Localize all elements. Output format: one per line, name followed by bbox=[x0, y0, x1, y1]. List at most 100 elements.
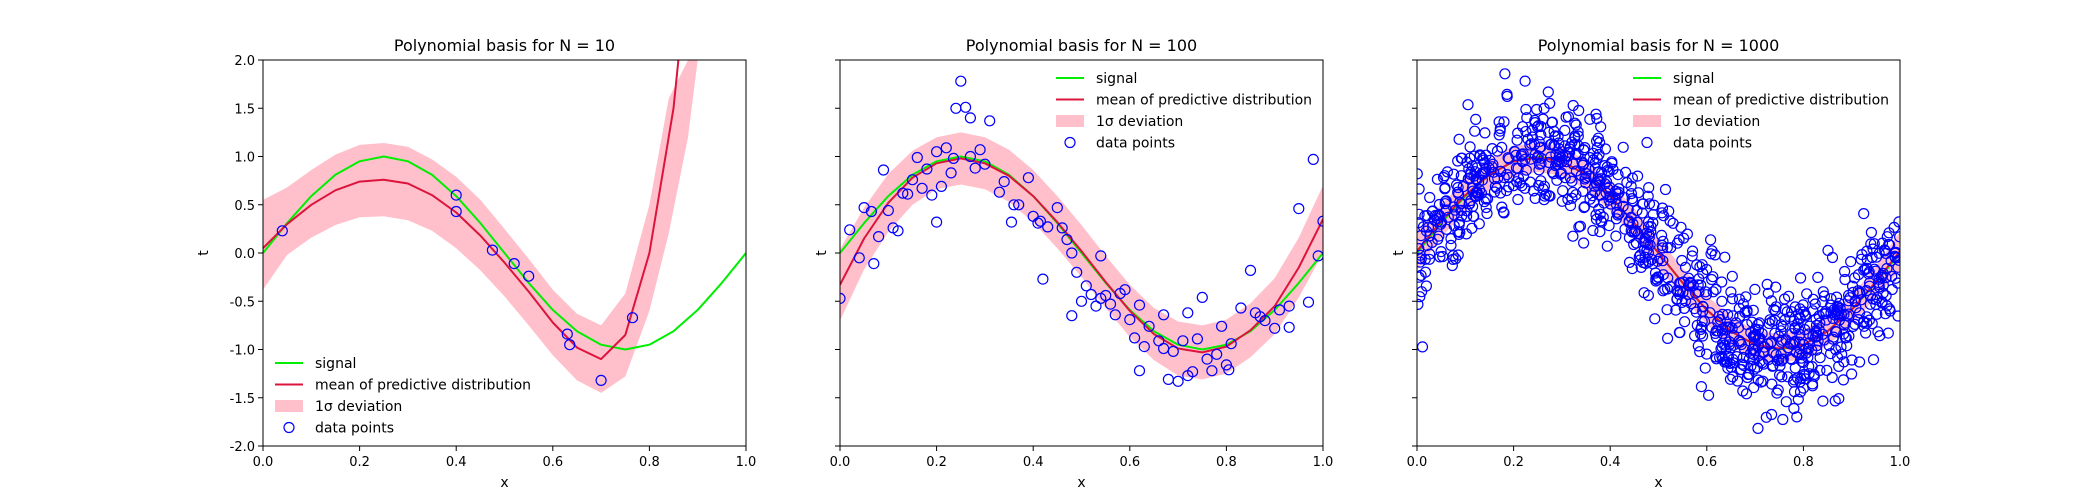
data-point bbox=[1452, 181, 1464, 194]
data-point bbox=[1008, 199, 1020, 211]
data-point bbox=[1498, 172, 1510, 184]
data-point bbox=[1293, 203, 1305, 215]
data-point bbox=[1839, 273, 1851, 286]
data-point bbox=[1836, 348, 1848, 360]
data-point bbox=[1439, 196, 1451, 208]
data-point bbox=[1419, 253, 1431, 265]
data-point bbox=[1535, 129, 1547, 141]
data-point bbox=[901, 188, 914, 200]
data-point bbox=[897, 187, 909, 199]
data-point bbox=[1686, 245, 1699, 257]
x-axis-label: x bbox=[1077, 475, 1085, 491]
data-point bbox=[1543, 126, 1555, 138]
legend-points-swatch bbox=[283, 421, 295, 434]
data-point bbox=[1037, 273, 1049, 285]
data-point bbox=[486, 244, 498, 256]
data-point bbox=[1235, 302, 1247, 314]
chart-title: Polynomial basis for N = 1000 bbox=[1538, 36, 1780, 55]
data-point bbox=[1849, 295, 1862, 307]
chart-panel-1: 0.0 0.2 0.4 0.6 0.8 1.0 -2.0 -1.5 -1.0 -0.5 0.0 0.5… bbox=[196, 36, 756, 491]
data-point bbox=[1626, 226, 1638, 238]
data-point bbox=[1463, 198, 1475, 210]
data-point bbox=[1080, 280, 1092, 292]
data-point bbox=[1051, 202, 1063, 214]
data-point bbox=[1559, 124, 1571, 136]
data-point bbox=[1191, 333, 1204, 345]
data-point bbox=[1472, 189, 1485, 201]
data-point bbox=[1735, 338, 1748, 351]
data-point bbox=[1765, 336, 1778, 348]
data-point bbox=[1499, 68, 1511, 80]
data-point bbox=[1450, 179, 1463, 191]
data-point bbox=[1138, 341, 1150, 353]
data-point bbox=[1818, 290, 1831, 302]
data-point bbox=[1133, 299, 1146, 311]
x-tick-label: 0.4 bbox=[1600, 455, 1621, 470]
data-point bbox=[1704, 307, 1716, 319]
legend: signal mean of predictive distribution 1σ … bbox=[1633, 71, 1889, 152]
x-tick-label: 1.0 bbox=[736, 455, 757, 470]
data-point bbox=[1569, 117, 1581, 129]
data-point bbox=[1746, 316, 1758, 328]
data-point bbox=[1474, 149, 1486, 161]
data-point bbox=[1595, 121, 1607, 133]
data-point bbox=[1727, 310, 1739, 322]
data-point bbox=[1546, 116, 1559, 128]
data-point bbox=[1610, 213, 1623, 225]
data-point bbox=[1587, 224, 1599, 237]
data-point bbox=[1560, 111, 1572, 123]
data-point bbox=[1557, 185, 1569, 197]
data-point bbox=[1844, 292, 1856, 304]
data-point bbox=[882, 204, 894, 217]
data-point bbox=[1846, 280, 1859, 292]
data-point bbox=[1651, 255, 1664, 267]
data-point bbox=[1584, 113, 1596, 125]
data-point bbox=[1636, 207, 1648, 219]
data-point bbox=[1594, 208, 1606, 220]
data-point bbox=[1456, 152, 1468, 164]
data-point bbox=[1849, 318, 1861, 330]
data-point bbox=[1618, 192, 1631, 204]
data-point bbox=[1501, 169, 1513, 181]
data-point bbox=[1225, 338, 1237, 350]
data-point bbox=[1535, 120, 1547, 133]
data-point bbox=[1833, 393, 1845, 405]
data-point bbox=[1446, 259, 1458, 272]
data-point bbox=[1638, 287, 1650, 299]
data-point bbox=[1580, 171, 1592, 184]
data-point bbox=[1709, 249, 1721, 261]
data-point bbox=[1710, 331, 1722, 343]
data-point bbox=[1519, 153, 1531, 165]
data-point bbox=[1776, 371, 1788, 383]
data-point bbox=[1417, 256, 1426, 268]
data-point bbox=[1066, 310, 1078, 322]
data-point bbox=[1417, 253, 1427, 265]
data-point bbox=[1747, 343, 1760, 355]
data-point bbox=[1867, 354, 1880, 366]
data-point bbox=[1825, 307, 1837, 319]
data-point bbox=[1056, 222, 1068, 234]
data-point bbox=[1812, 335, 1824, 347]
data-point bbox=[1512, 172, 1525, 184]
data-point bbox=[1307, 153, 1319, 165]
data-point bbox=[1464, 141, 1476, 153]
data-point bbox=[1013, 199, 1025, 211]
data-point bbox=[1622, 203, 1634, 215]
legend-deviation-swatch bbox=[1056, 115, 1084, 127]
data-point bbox=[1765, 295, 1778, 307]
data-point bbox=[1577, 185, 1589, 197]
data-point bbox=[935, 180, 948, 192]
data-point bbox=[1688, 303, 1701, 315]
data-point bbox=[1883, 239, 1896, 251]
data-point bbox=[1657, 210, 1670, 222]
data-point bbox=[1421, 239, 1433, 252]
data-point bbox=[964, 150, 977, 163]
data-point bbox=[1215, 320, 1228, 332]
data-point bbox=[1724, 373, 1737, 385]
data-point bbox=[950, 102, 962, 114]
data-point bbox=[1542, 86, 1554, 98]
data-point bbox=[1005, 216, 1018, 228]
data-point bbox=[959, 101, 972, 113]
data-point bbox=[1495, 165, 1507, 177]
data-point bbox=[1688, 330, 1701, 342]
